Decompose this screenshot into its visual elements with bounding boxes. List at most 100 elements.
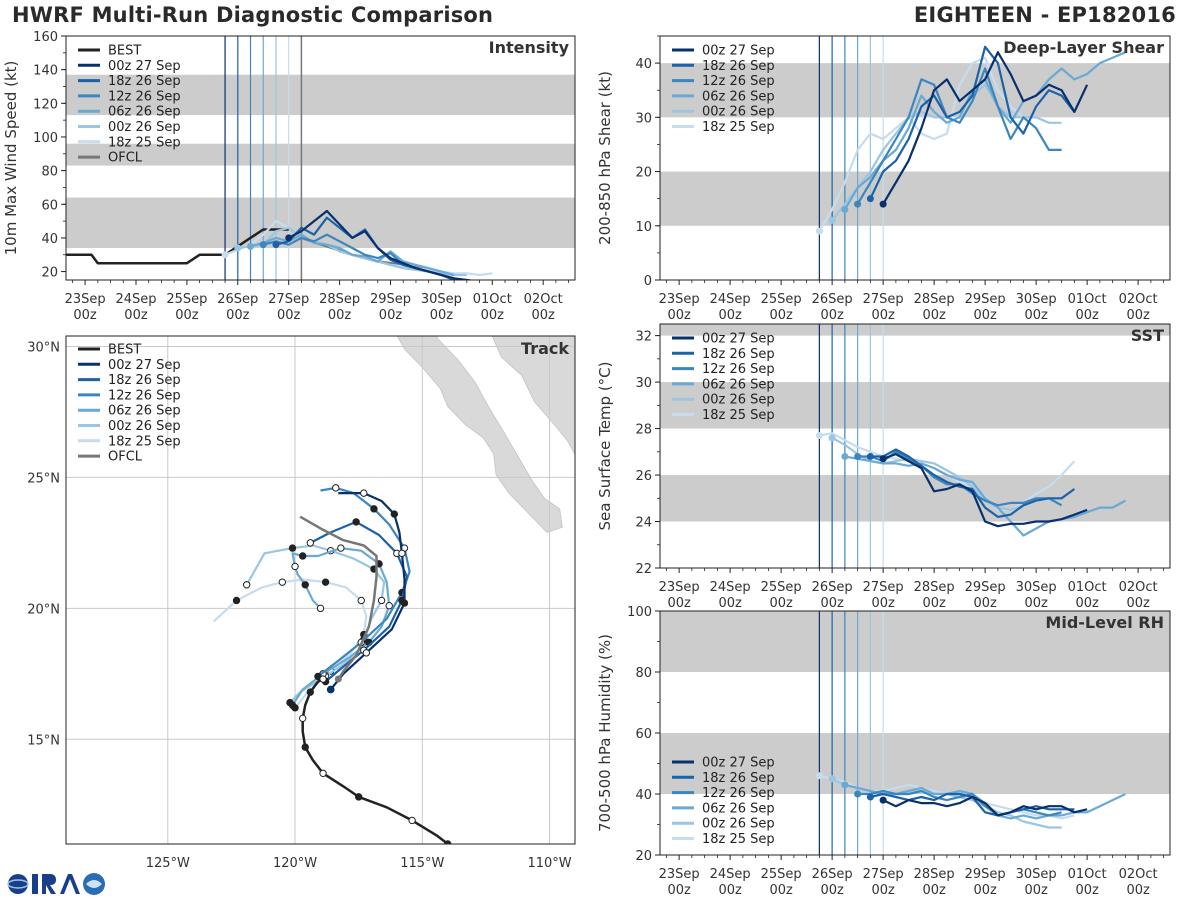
intensity-ylabel: 10m Max Wind Speed (kt) xyxy=(2,61,20,256)
shear-xtick-hour-02Oct: 00z xyxy=(1126,308,1150,323)
shear-ytick-label-10: 10 xyxy=(635,220,652,235)
track-lat-label: 25°N xyxy=(27,471,60,486)
cira-logo xyxy=(7,873,105,895)
intensity-best-line xyxy=(66,228,289,265)
track-series-1-marker xyxy=(352,518,360,526)
rh-xtick-hour-01Oct: 00z xyxy=(1075,883,1099,898)
rh-xtick-day-02Oct: 02Oct xyxy=(1119,867,1158,882)
shear-series-0 xyxy=(882,51,1089,205)
sst-xtick-hour-28Sep: 00z xyxy=(922,596,946,611)
intensity-ytick-label-120: 120 xyxy=(33,97,58,112)
shear-series-5 xyxy=(818,56,1050,232)
track-best-line-marker xyxy=(298,714,307,723)
sst-series-0-start-marker xyxy=(879,455,887,463)
track-lat-label: 15°N xyxy=(27,733,60,748)
sst-legend-label-run-5: 18z 25 Sep xyxy=(702,408,775,423)
track-series-3-marker xyxy=(291,562,299,571)
track-series-4-marker xyxy=(288,544,297,552)
track-legend-label-ofcl: OFCL xyxy=(108,450,143,465)
track-series-2-marker xyxy=(332,484,340,492)
shear-band-0 xyxy=(660,171,1170,226)
sst-xtick-day-24Sep: 24Sep xyxy=(710,580,751,595)
shear-legend-label-run-1: 18z 26 Sep xyxy=(702,59,775,74)
track-series-3-marker xyxy=(385,602,393,610)
sst-xtick-hour-01Oct: 00z xyxy=(1075,596,1099,611)
track-ofcl-line xyxy=(299,515,378,680)
rh-ytick-label-60: 60 xyxy=(635,727,652,742)
sst-legend-label-run-3: 06z 26 Sep xyxy=(702,377,775,392)
intensity-frame xyxy=(65,35,576,281)
sst-plot-area xyxy=(660,324,1170,568)
intensity-xtick-hour-27Sep: 00z xyxy=(277,308,301,323)
intensity-plot-area xyxy=(66,36,575,280)
intensity-xtick-hour-01Oct: 00z xyxy=(481,308,505,323)
track-series-2-marker xyxy=(370,505,378,513)
rh-legend-label-run-2: 12z 26 Sep xyxy=(702,786,775,801)
logo-letter-i xyxy=(32,874,38,894)
rh-xtick-hour-25Sep: 00z xyxy=(769,883,793,898)
intensity-legend-label-run-4: 00z 26 Sep xyxy=(108,120,181,135)
rh-xtick-day-01Oct: 01Oct xyxy=(1068,867,1107,882)
track-series-4-marker xyxy=(377,596,386,605)
shear-series-0-start-marker xyxy=(879,200,887,208)
track-panel: 125°W 120°W 115°W 110°W 15°N 20°N 25°N 30°N Trac… xyxy=(27,335,576,871)
intensity-xtick-day-27Sep: 27Sep xyxy=(268,292,309,307)
rh-legend-label-run-0: 00z 27 Sep xyxy=(702,756,775,771)
intensity-xtick-day-23Sep: 23Sep xyxy=(65,292,106,307)
track-best-line xyxy=(301,677,449,844)
shear-xtick-hour-28Sep: 00z xyxy=(922,308,946,323)
intensity-xtick-day-29Sep: 29Sep xyxy=(370,292,411,307)
rh-xtick-day-25Sep: 25Sep xyxy=(761,867,802,882)
logo-orbit-icon xyxy=(7,879,29,889)
sst-xtick-hour-29Sep: 00z xyxy=(973,596,997,611)
track-best-line-marker xyxy=(319,769,327,777)
track-series-5-marker xyxy=(232,596,241,605)
sst-xtick-hour-24Sep: 00z xyxy=(718,596,742,611)
shear-series-3-start-marker xyxy=(841,206,849,214)
rh-plot-area xyxy=(660,611,1170,855)
shear-xtick-hour-30Sep: 00z xyxy=(1024,308,1048,323)
track-best-line-marker xyxy=(301,743,309,751)
shear-xtick-hour-24Sep: 00z xyxy=(718,308,742,323)
rh-xtick-day-29Sep: 29Sep xyxy=(965,867,1006,882)
sst-background xyxy=(660,324,1170,568)
shear-legend-label-run-5: 18z 25 Sep xyxy=(702,120,775,135)
shear-series-5-start-marker xyxy=(815,227,823,235)
sst-series-5-start-marker xyxy=(815,432,823,440)
shear-xtick-hour-01Oct: 00z xyxy=(1075,308,1099,323)
shear-ytick-label-40: 40 xyxy=(635,57,652,72)
shear-legend-label-run-3: 06z 26 Sep xyxy=(702,89,775,104)
rh-series-3-start-marker xyxy=(841,781,849,789)
rh-panel: 2040608010023Sep00z24Sep00z25Sep00z26Sep… xyxy=(596,605,1171,898)
shear-ytick-label-0: 0 xyxy=(644,274,652,289)
sst-legend-label-run-0: 00z 27 Sep xyxy=(702,332,775,347)
shear-xtick-hour-25Sep: 00z xyxy=(769,308,793,323)
rh-series-0 xyxy=(882,795,1088,817)
intensity-xtick-hour-29Sep: 00z xyxy=(379,308,403,323)
track-plot-area xyxy=(66,336,575,844)
sst-xtick-day-26Sep: 26Sep xyxy=(812,580,853,595)
rh-xtick-hour-02Oct: 00z xyxy=(1126,883,1150,898)
sst-ytick-label-30: 30 xyxy=(635,376,652,391)
rh-xtick-day-27Sep: 27Sep xyxy=(863,867,904,882)
shear-xtick-day-24Sep: 24Sep xyxy=(710,292,751,307)
track-lon-label: 125°W xyxy=(146,856,190,871)
intensity-xtick-day-26Sep: 26Sep xyxy=(217,292,258,307)
rh-xtick-day-26Sep: 26Sep xyxy=(812,867,853,882)
shear-ytick-label-30: 30 xyxy=(635,111,652,126)
intensity-xtick-day-25Sep: 25Sep xyxy=(166,292,207,307)
rh-series-5-start-marker xyxy=(815,772,823,780)
intensity-ytick-label-100: 100 xyxy=(33,131,58,146)
rh-series-2-start-marker xyxy=(854,790,862,798)
track-series-3-marker xyxy=(298,552,307,560)
intensity-xtick-day-28Sep: 28Sep xyxy=(319,292,360,307)
shear-xtick-hour-29Sep: 00z xyxy=(973,308,997,323)
intensity-series-5-start-marker xyxy=(221,251,229,259)
rh-xtick-hour-23Sep: 00z xyxy=(667,883,691,898)
intensity-xtick-day-01Oct: 01Oct xyxy=(473,292,512,307)
intensity-band-2 xyxy=(66,74,575,116)
shear-xtick-hour-26Sep: 00z xyxy=(820,308,844,323)
